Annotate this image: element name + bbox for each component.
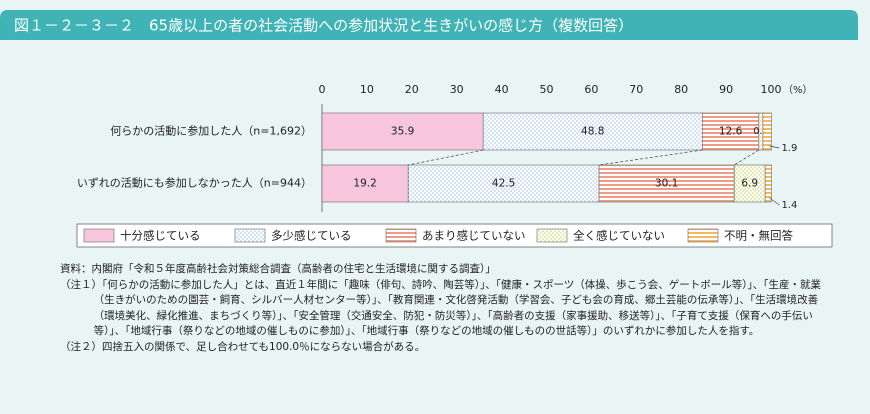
legend-swatch xyxy=(687,228,719,243)
bar-segment xyxy=(598,164,735,203)
x-tick-label: 10 xyxy=(360,83,374,96)
legend-swatch xyxy=(83,228,115,243)
note: （注１）「何らかの活動に参加した人」とは、直近１年間に「趣味（俳句、詩吟、陶芸等… xyxy=(60,278,822,338)
y-tick-label: 何らかの活動に参加した人（n=1,692） xyxy=(110,124,312,138)
leader-line xyxy=(769,197,780,206)
legend-swatch xyxy=(385,228,417,243)
bar-segment xyxy=(702,112,760,151)
x-tick-label: 60 xyxy=(584,83,598,96)
x-tick-label: 100 xyxy=(761,83,782,96)
legend-swatch xyxy=(536,228,568,243)
legend-box xyxy=(76,223,833,248)
source: 資料：内閣府「令和５年度高齢社会対策総合調査（高齢者の住宅と生活環境に関する調査… xyxy=(60,263,496,275)
chart: 図１－２－３－２ 65歳以上の者の社会活動への参加状況と生きがいの感じ方（複数回… xyxy=(0,10,858,248)
connector-line xyxy=(408,149,484,166)
value-label: 48.8 xyxy=(581,126,604,138)
value-label: 1.9 xyxy=(781,143,797,154)
bar-segment xyxy=(733,164,766,203)
legend-label: 全く感じていない xyxy=(573,229,665,243)
x-tick-label: 0 xyxy=(319,83,326,96)
legend-label: 十分感じている xyxy=(120,229,201,243)
legend-label: 不明・無回答 xyxy=(724,229,793,243)
chart-title: 図１－２－３－２ 65歳以上の者の社会活動への参加状況と生きがいの感じ方（複数回… xyxy=(14,17,633,35)
note: （注２）四捨五入の関係で、足し合わせても100.0％にならない場合がある。 xyxy=(60,340,426,353)
bar-segment xyxy=(321,112,484,151)
x-tick-label: 50 xyxy=(540,83,554,96)
bar-segment xyxy=(762,112,772,151)
value-label: 1.4 xyxy=(781,200,797,211)
value-label: 42.5 xyxy=(492,178,515,190)
connector-line xyxy=(598,149,703,166)
x-axis-unit: （%） xyxy=(783,84,813,96)
x-tick-label: 70 xyxy=(629,83,643,96)
x-tick-label: 90 xyxy=(719,83,733,96)
value-label: 0.9 xyxy=(753,126,768,137)
x-tick-label: 80 xyxy=(674,83,688,96)
value-label: 30.1 xyxy=(655,178,678,190)
y-tick-label: いずれの活動にも参加しなかった人（n=944） xyxy=(77,176,312,190)
bar-segment xyxy=(407,164,600,203)
bar-segment xyxy=(764,164,772,203)
value-label: 35.9 xyxy=(391,126,414,138)
bar-segment xyxy=(321,164,409,203)
x-tick-label: 40 xyxy=(495,83,509,96)
legend-swatch xyxy=(234,228,266,243)
value-label: 6.9 xyxy=(741,178,758,190)
connector-line xyxy=(734,149,760,166)
notes: 資料：内閣府「令和５年度高齢社会対策総合調査（高齢者の住宅と生活環境に関する調査… xyxy=(60,262,830,355)
x-tick-label: 20 xyxy=(405,83,419,96)
leader-line xyxy=(769,145,780,149)
value-label: 12.6 xyxy=(719,126,743,138)
header-band xyxy=(0,10,858,40)
value-label: 19.2 xyxy=(353,178,376,190)
x-tick-label: 30 xyxy=(450,83,464,96)
legend-label: あまり感じていない xyxy=(422,229,526,243)
legend-label: 多少感じている xyxy=(271,229,352,243)
